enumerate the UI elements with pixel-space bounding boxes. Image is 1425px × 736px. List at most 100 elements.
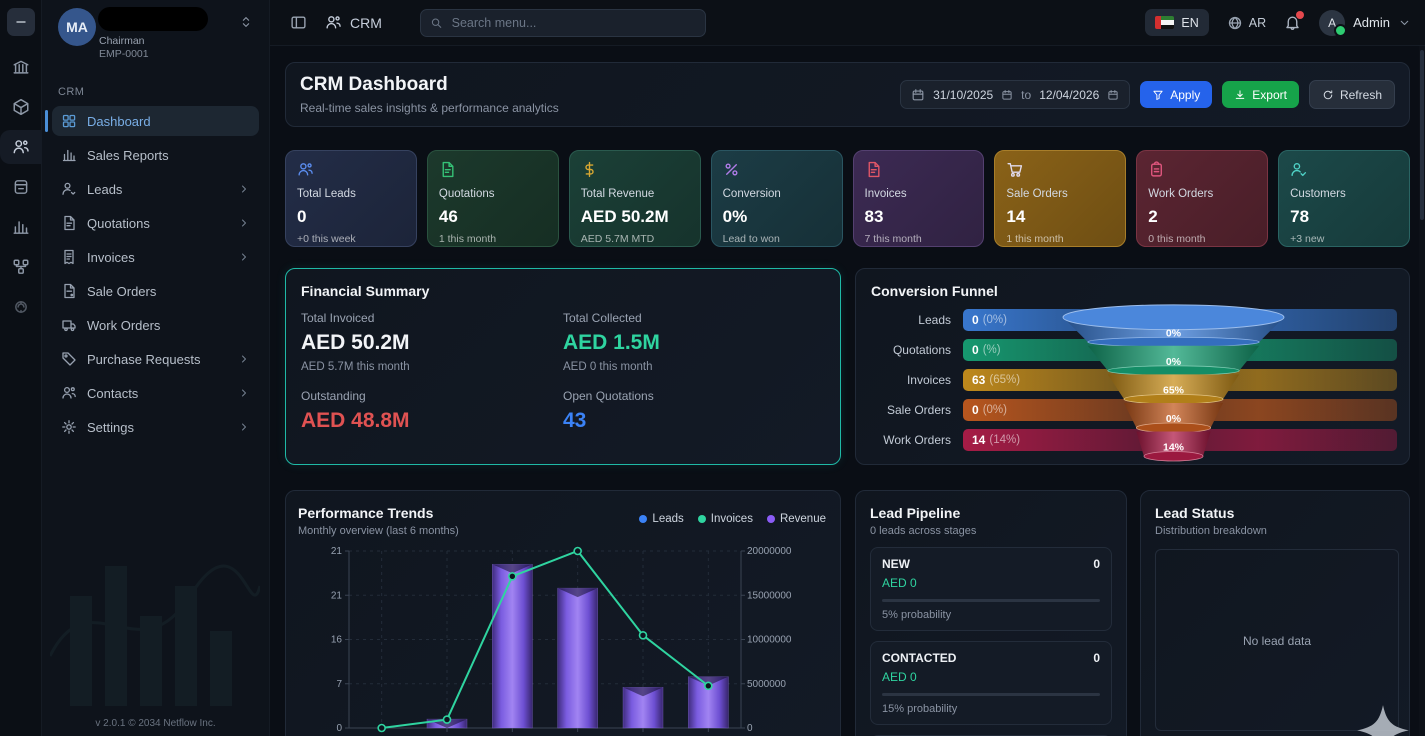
rail-item-inventory[interactable] — [0, 90, 42, 124]
kpi-card-customers[interactable]: Customers 78 +3 new — [1278, 150, 1410, 247]
language-en-button[interactable]: EN — [1145, 9, 1209, 36]
rail-item-ai[interactable] — [0, 290, 42, 324]
kpi-card-sale-orders[interactable]: Sale Orders 14 1 this month — [994, 150, 1127, 247]
bar-chart-icon — [13, 221, 28, 234]
apply-button[interactable]: Apply — [1140, 81, 1213, 108]
svg-text:0%: 0% — [1166, 357, 1182, 368]
file-icon — [865, 161, 973, 179]
chevron-right-icon — [238, 353, 250, 365]
sidebar-item-invoices[interactable]: Invoices — [52, 242, 259, 272]
legend-item-leads[interactable]: Leads — [639, 513, 684, 525]
rail-item-workflow[interactable] — [0, 250, 42, 284]
kpi-card-work-orders[interactable]: Work Orders 2 0 this month — [1136, 150, 1269, 247]
stage-amount: AED 0 — [882, 576, 917, 590]
panel-toggle-button[interactable] — [290, 14, 307, 31]
file-icon — [439, 161, 547, 179]
financial-summary-title: Financial Summary — [301, 283, 430, 299]
page-header: CRM Dashboard Real-time sales insights &… — [285, 62, 1410, 127]
date-range-picker[interactable]: 31/10/2025 to 12/04/2026 — [900, 80, 1131, 109]
sidebar-item-leads[interactable]: Leads — [52, 174, 259, 204]
export-button[interactable]: Export — [1222, 81, 1299, 108]
legend-item-invoices[interactable]: Invoices — [697, 513, 753, 525]
account-menu[interactable]: A Admin — [1319, 9, 1411, 37]
sidebar-item-dashboard[interactable]: Dashboard — [45, 106, 259, 136]
kpi-card-conversion[interactable]: Conversion 0% Lead to won — [710, 150, 843, 247]
search-input[interactable] — [449, 14, 696, 31]
language-ar-label: AR — [1248, 15, 1267, 30]
kpi-card-quotations[interactable]: Quotations 46 1 this month — [426, 150, 559, 247]
sparkle-icon[interactable] — [1352, 702, 1414, 736]
clipboard-icon — [1148, 161, 1256, 179]
sidebar-item-label: Dashboard — [87, 113, 151, 129]
svg-text:14%: 14% — [1163, 443, 1185, 454]
account-avatar: A — [1319, 9, 1348, 37]
kpi-card-total-leads[interactable]: Total Leads 0 +0 this week — [285, 150, 417, 247]
rail-item-crm[interactable] — [0, 130, 42, 164]
pipeline-stage-new[interactable]: NEW 0 AED 0 5% probability — [870, 547, 1112, 631]
sidebar-item-work-orders[interactable]: Work Orders — [52, 310, 259, 340]
sidebar-item-sale-orders[interactable]: Sale Orders — [52, 276, 259, 306]
package-icon — [13, 98, 28, 116]
rail-item-pos[interactable] — [0, 170, 42, 204]
collapse-sidebar-button[interactable] — [6, 8, 35, 36]
people-icon — [326, 16, 341, 29]
svg-text:0: 0 — [747, 723, 753, 734]
calendar-icon[interactable] — [1001, 89, 1013, 101]
stage-count: 0 — [1093, 557, 1100, 571]
chevron-updown-icon[interactable] — [239, 14, 253, 30]
legend-item-revenue[interactable]: Revenue — [766, 513, 826, 525]
kpi-value: 46 — [438, 207, 458, 226]
kpi-card-invoices[interactable]: Invoices 83 7 this month — [852, 150, 985, 247]
scrollbar-thumb[interactable] — [1420, 50, 1424, 220]
contacts-icon — [61, 385, 77, 401]
rail-item-bank[interactable] — [0, 50, 42, 84]
performance-subtitle: Monthly overview (last 6 months) — [298, 525, 459, 537]
brain-icon — [14, 301, 27, 313]
sidebar-item-sales-reports[interactable]: Sales Reports — [52, 140, 259, 170]
pipeline-stage-contacted[interactable]: CONTACTED 0 AED 0 15% probability — [870, 641, 1112, 725]
chevron-right-icon — [238, 217, 250, 229]
legend-dot — [766, 515, 775, 523]
kpi-label: Quotations — [438, 188, 495, 200]
stage-amount: AED 0 — [882, 670, 917, 684]
sidebar-item-contacts[interactable]: Contacts — [52, 378, 259, 408]
svg-text:7: 7 — [336, 679, 342, 690]
kpi-card-total-revenue[interactable]: Total Revenue AED 50.2M AED 5.7M MTD — [568, 150, 701, 247]
notifications-button[interactable] — [1284, 11, 1305, 31]
empty-state-text: No lead data — [1242, 634, 1312, 648]
chevron-right-icon — [238, 183, 250, 195]
sidebar-item-purchase-requests[interactable]: Purchase Requests — [52, 344, 259, 374]
search-box[interactable] — [419, 8, 706, 37]
page-subtitle: Real-time sales insights & performance a… — [300, 101, 559, 115]
sidebar-item-label: Settings — [87, 419, 134, 435]
globe-icon — [1228, 16, 1241, 29]
funnel-stage-label: Work Orders — [883, 433, 951, 447]
date-from-value[interactable]: 31/10/2025 — [933, 87, 994, 102]
avatar: MA — [58, 8, 96, 46]
kpi-sub: Lead to won — [722, 233, 780, 245]
calendar-icon[interactable] — [1107, 89, 1119, 101]
svg-text:0%: 0% — [1166, 414, 1182, 425]
kpi-label: Invoices — [864, 188, 907, 200]
sidebar-item-quotations[interactable]: Quotations — [52, 208, 259, 238]
refresh-button[interactable]: Refresh — [1308, 80, 1395, 109]
sidebar-section-label: CRM — [58, 86, 85, 98]
sale-orders-icon — [61, 283, 77, 299]
lead-pipeline-subtitle: 0 leads across stages — [870, 525, 977, 537]
kpi-value: 2 — [1148, 207, 1158, 226]
rail-item-analytics[interactable] — [0, 210, 42, 244]
funnel-stage-value: 0 — [972, 343, 979, 357]
stage-name: CONTACTED — [882, 651, 957, 665]
sidebar-item-label: Work Orders — [87, 317, 161, 333]
notification-badge — [1296, 11, 1305, 19]
profile-switcher[interactable]: MA Chairman EMP-0001 — [42, 0, 269, 64]
cart-icon — [1006, 161, 1114, 179]
lead-pipeline-title: Lead Pipeline — [870, 505, 961, 521]
dashboard-icon — [61, 113, 77, 129]
fin-label: Total Invoiced — [301, 311, 375, 325]
sidebar-item-settings[interactable]: Settings — [52, 412, 259, 442]
funnel-stage-value: 63 — [972, 373, 986, 387]
date-to-value[interactable]: 12/04/2026 — [1039, 87, 1100, 102]
language-ar-button[interactable]: AR — [1227, 15, 1266, 31]
scrollbar[interactable] — [1419, 46, 1425, 736]
